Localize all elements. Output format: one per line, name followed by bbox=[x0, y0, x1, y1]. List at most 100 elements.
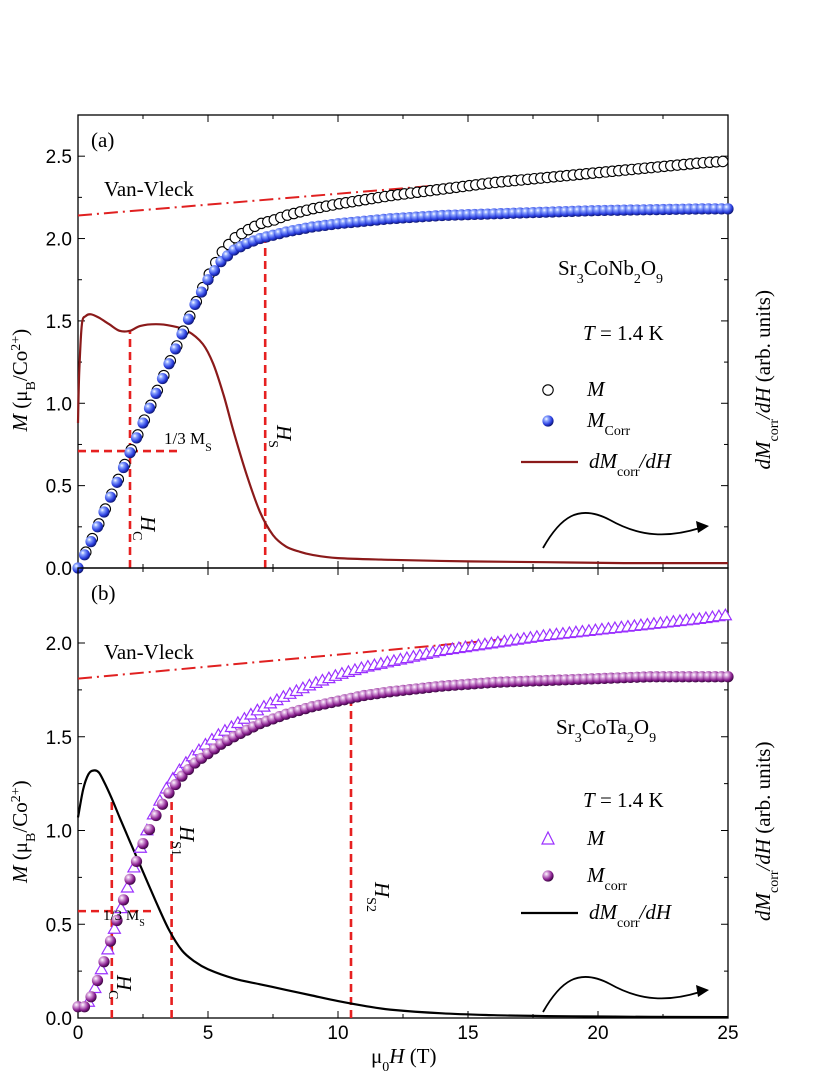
legend-mcorr-marker bbox=[542, 870, 554, 882]
series-mcorr-point bbox=[176, 328, 188, 340]
y-tick-label: 0.5 bbox=[46, 477, 72, 498]
series-mcorr-point bbox=[137, 417, 149, 429]
series-mcorr-point bbox=[722, 203, 734, 215]
series-m-point bbox=[718, 608, 733, 621]
y-tick-label: 2.0 bbox=[46, 634, 72, 655]
temperature-label: T = 1.4 K bbox=[583, 321, 664, 345]
series-mcorr-point bbox=[85, 991, 97, 1003]
series-mcorr-point bbox=[85, 536, 97, 548]
series-dmdh-line bbox=[76, 769, 729, 1019]
van-vleck-line bbox=[77, 160, 729, 217]
x-tick-label: 5 bbox=[203, 1023, 214, 1044]
series-m-point bbox=[717, 155, 729, 168]
panel-label: (a) bbox=[91, 128, 114, 152]
y-tick-label: 2.0 bbox=[46, 230, 72, 251]
series-mcorr-point bbox=[202, 274, 214, 286]
x-axis-label: μ0H (T) bbox=[371, 1044, 437, 1075]
y-tick-label: 1.0 bbox=[46, 394, 72, 415]
series-mcorr-point bbox=[150, 809, 162, 822]
y-tick-label: 0.5 bbox=[46, 915, 72, 936]
series-mcorr-point bbox=[156, 798, 169, 810]
hc-label: HC bbox=[130, 515, 161, 541]
series-mcorr-point bbox=[150, 387, 162, 399]
x-tick-label: 20 bbox=[587, 1023, 608, 1044]
hc-label: HC bbox=[106, 974, 137, 1000]
van-vleck-label: Van-Vleck bbox=[104, 177, 194, 201]
series-mcorr-point bbox=[117, 894, 130, 906]
series-mcorr-point bbox=[143, 823, 156, 836]
one-third-ms-label: 1/3 MS bbox=[103, 908, 145, 929]
series-m-point bbox=[94, 962, 109, 975]
legend-label-0: M bbox=[586, 377, 606, 401]
temperature-label: T = 1.4 K bbox=[583, 788, 664, 812]
panel-label: (b) bbox=[91, 581, 116, 605]
series-mcorr-point bbox=[117, 461, 130, 474]
series-m-point bbox=[100, 942, 115, 955]
legend-mcorr-marker bbox=[542, 415, 554, 427]
x-tick-label: 0 bbox=[73, 1023, 84, 1044]
series-mcorr-point bbox=[722, 671, 734, 683]
series-dmdh-line bbox=[76, 313, 729, 565]
y-tick-label: 1.5 bbox=[46, 728, 72, 749]
compound-label: Sr3CoTa2O9 bbox=[556, 715, 656, 746]
series-mcorr-point bbox=[124, 447, 136, 459]
y-tick-label: 1.0 bbox=[46, 822, 72, 843]
panel-a: 0.0 0.5 1.0 1.5 2.0 2.5 (a) Van-Vleck Sr3CoNb2O9… bbox=[8, 114, 782, 580]
legend-label-1: MCorr bbox=[586, 408, 631, 439]
y-axis-label-left: M (μB/Co2+) bbox=[8, 780, 39, 884]
legend-m-marker bbox=[541, 830, 555, 845]
y-axis-label-left: M (μB/Co2+) bbox=[8, 329, 39, 433]
series-mcorr-point bbox=[104, 935, 117, 947]
series-mcorr-point bbox=[78, 1001, 91, 1013]
series-m-point bbox=[107, 921, 122, 934]
series-mcorr-point bbox=[189, 298, 201, 311]
van-vleck-label: Van-Vleck bbox=[104, 640, 194, 664]
series-mcorr-point bbox=[98, 506, 110, 518]
series-mcorr-point bbox=[130, 855, 143, 868]
arrow-head bbox=[696, 521, 709, 533]
x-tick-label: 10 bbox=[327, 1023, 348, 1044]
series-mcorr-point bbox=[169, 343, 182, 355]
arrow-to-right-axis bbox=[542, 511, 701, 549]
series-mcorr-point bbox=[130, 432, 143, 444]
y-axis-label-right: dMcorr/dH (arb. units) bbox=[751, 742, 782, 921]
series-mcorr-point bbox=[195, 286, 208, 298]
y-tick-label: 1.5 bbox=[46, 312, 72, 333]
series-mcorr-point bbox=[91, 521, 104, 533]
series-mcorr-point bbox=[124, 873, 136, 885]
legend-label-1: Mcorr bbox=[586, 863, 627, 894]
panel-b: 0.0 0.5 1.0 1.5 2.0 0 5 10 15 20 25 (b) Van-Vleck Sr3… bbox=[8, 567, 782, 1075]
y-tick-label: 2.5 bbox=[46, 147, 72, 168]
arrow-to-right-axis bbox=[542, 975, 701, 1013]
series-m-point bbox=[113, 900, 128, 914]
series-m-point bbox=[120, 880, 135, 893]
legend-label-2: dMcorr/dH bbox=[589, 900, 673, 931]
hs2-label: HS2 bbox=[364, 881, 395, 912]
hs-label: HS bbox=[266, 424, 297, 448]
series-mcorr-point bbox=[111, 914, 123, 927]
y-axis-label-right: dMcorr/dH (arb. units) bbox=[751, 290, 782, 469]
series-mcorr-point bbox=[98, 956, 110, 968]
series-mcorr-point bbox=[91, 974, 104, 987]
one-third-ms-label: 1/3 MS bbox=[164, 429, 212, 454]
van-vleck-line bbox=[77, 617, 729, 680]
series-mcorr-point bbox=[169, 778, 182, 791]
series-mcorr-point bbox=[163, 358, 175, 370]
hs1-label: HS1 bbox=[169, 825, 200, 856]
series-mcorr-point bbox=[156, 372, 169, 385]
series-mcorr-point bbox=[182, 313, 195, 325]
series-mcorr-point bbox=[78, 549, 91, 561]
legend-m-marker bbox=[542, 384, 554, 396]
x-tick-label: 25 bbox=[717, 1023, 738, 1044]
series-mcorr-point bbox=[111, 476, 123, 488]
legend-label-0: M bbox=[586, 826, 606, 850]
y-tick-label: 0.0 bbox=[46, 1009, 72, 1030]
series-mcorr-point bbox=[104, 491, 117, 503]
series-mcorr-point bbox=[163, 787, 175, 799]
series-m-point bbox=[87, 980, 102, 994]
compound-label: Sr3CoNb2O9 bbox=[558, 256, 663, 287]
y-tick-label: 0.0 bbox=[46, 559, 72, 580]
series-mcorr-point bbox=[137, 838, 149, 850]
x-tick-label: 15 bbox=[457, 1023, 478, 1044]
